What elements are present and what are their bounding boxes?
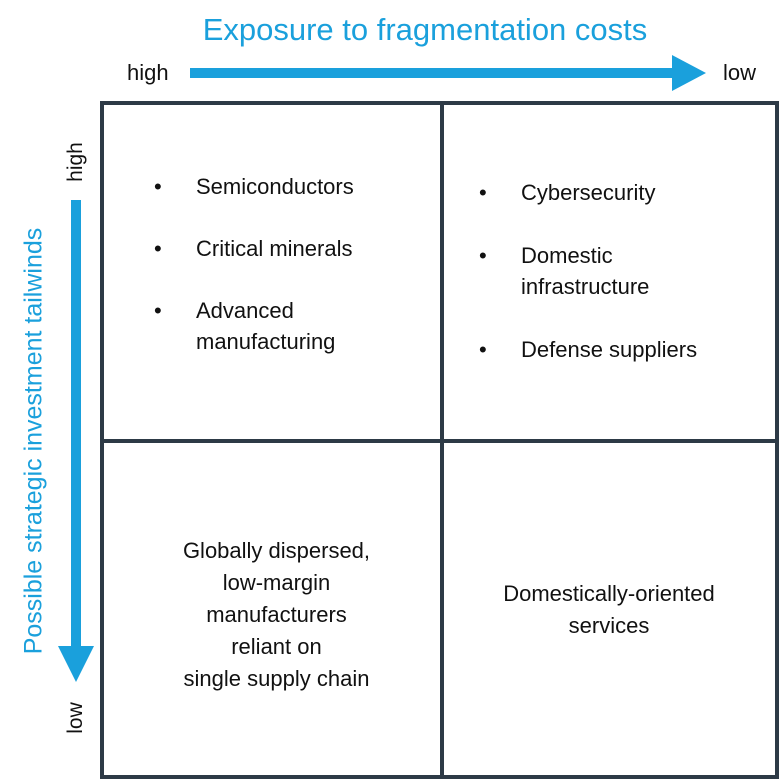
- list-item: Semiconductors: [154, 171, 424, 202]
- quadrant-grid: Semiconductors Critical minerals Advance…: [100, 101, 779, 779]
- list-item: Advanced manufacturing: [154, 295, 424, 357]
- quadrant-text-line: low-margin: [222, 570, 331, 595]
- y-axis-title: Possible strategic investment tailwinds: [19, 227, 48, 655]
- quadrant-bottom-left: Globally dispersed, low-margin manufactu…: [124, 535, 429, 695]
- list-item: Critical minerals: [154, 233, 424, 264]
- quadrant-top-right-list: Cybersecurity Domestic infrastructure De…: [479, 177, 769, 365]
- horizontal-arrow-icon: [190, 55, 706, 91]
- quadrant-top-right: Cybersecurity Domestic infrastructure De…: [479, 177, 769, 397]
- y-axis-end-label: low: [64, 702, 87, 734]
- quadrant-bottom-right: Domestically-oriented services: [449, 578, 769, 642]
- quadrant-text-line: single supply chain: [183, 666, 370, 691]
- quadrant-text-line: Domestically-oriented: [503, 581, 715, 606]
- horizontal-divider: [104, 439, 775, 443]
- y-axis-start-label: high: [64, 142, 87, 182]
- quadrant-text-line: services: [568, 613, 650, 638]
- quadrant-top-left-list: Semiconductors Critical minerals Advance…: [154, 171, 424, 357]
- vertical-arrow-icon: [58, 200, 94, 682]
- quadrant-text-line: manufacturers: [206, 602, 347, 627]
- quadrant-text-line: reliant on: [231, 634, 322, 659]
- list-item: Domestic infrastructure: [479, 240, 691, 302]
- list-item: Defense suppliers: [479, 334, 769, 365]
- x-axis-end-label: low: [723, 60, 757, 85]
- x-axis-start-label: high: [127, 60, 169, 85]
- quadrant-top-left: Semiconductors Critical minerals Advance…: [154, 171, 424, 388]
- x-axis-title: Exposure to fragmentation costs: [202, 12, 648, 47]
- quadrant-text-line: Globally dispersed,: [182, 538, 371, 563]
- list-item: Cybersecurity: [479, 177, 769, 208]
